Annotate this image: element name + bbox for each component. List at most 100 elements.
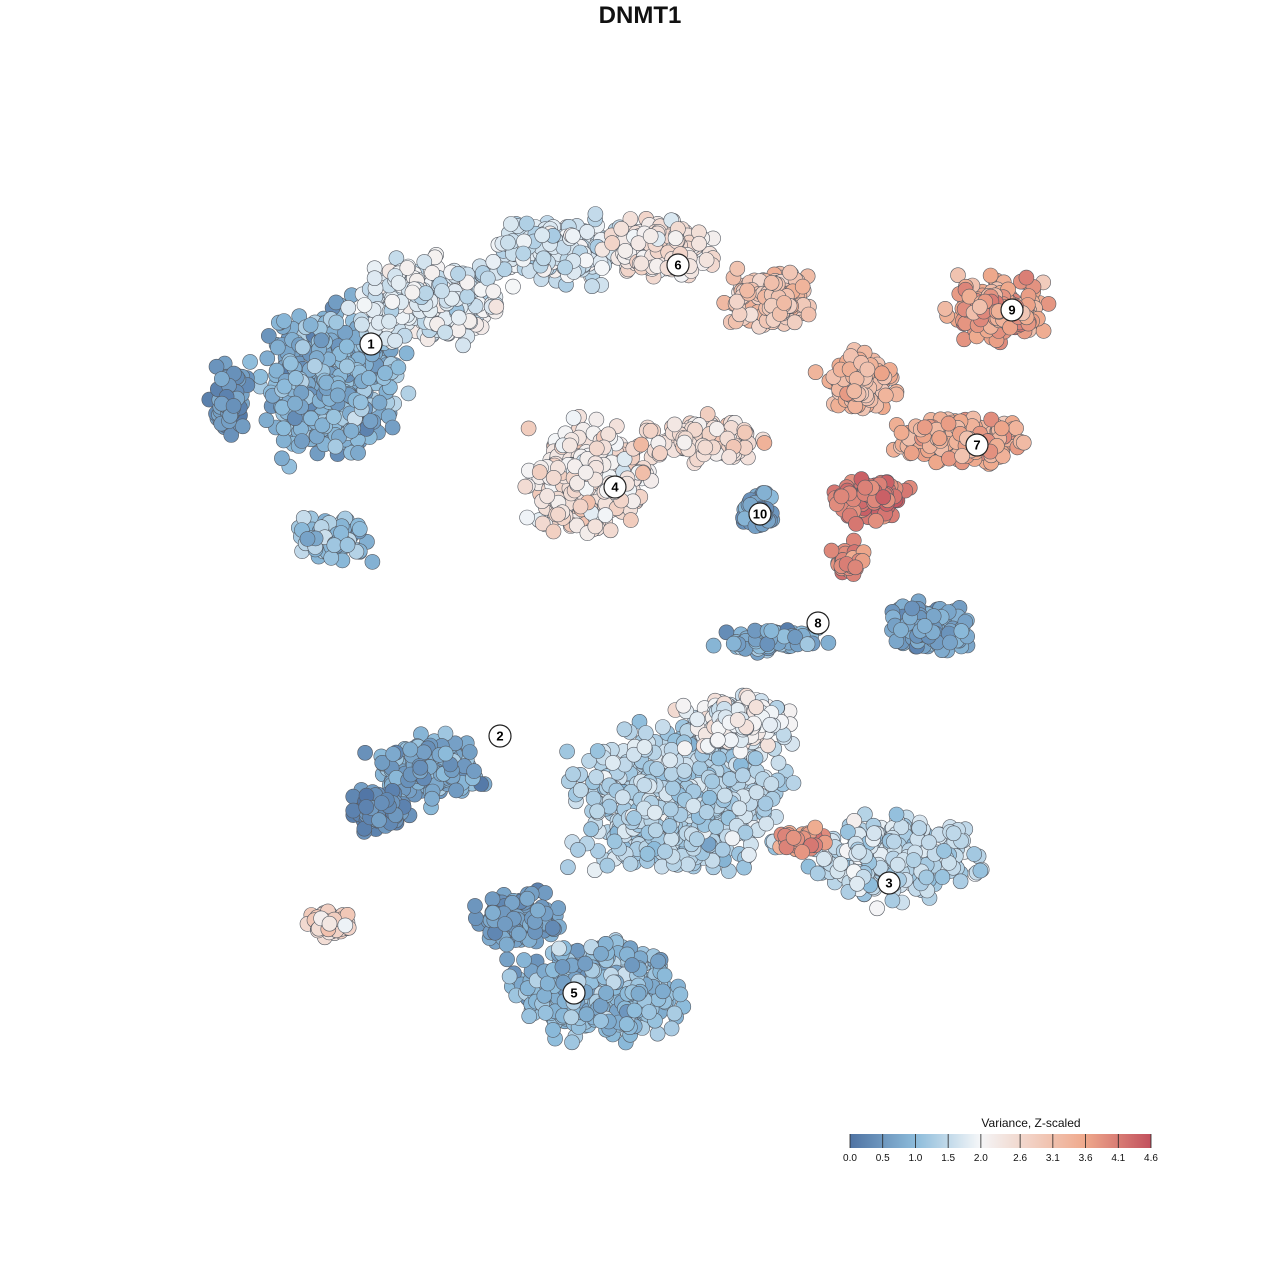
cell-point xyxy=(588,411,605,428)
cell-point xyxy=(398,345,415,362)
cell-point xyxy=(937,300,954,317)
cell-point xyxy=(358,799,375,815)
cell-point xyxy=(448,782,465,799)
cell-point xyxy=(340,299,357,316)
cell-point xyxy=(400,385,417,402)
cell-point xyxy=(282,355,299,372)
cell-point xyxy=(434,283,450,299)
cell-point xyxy=(350,445,366,461)
cell-point xyxy=(214,371,230,387)
cell-point xyxy=(642,422,659,439)
cell-point xyxy=(437,324,453,341)
cell-point xyxy=(893,622,909,638)
cell-point xyxy=(657,843,673,860)
cell-point xyxy=(600,426,617,443)
cell-point xyxy=(565,766,581,783)
cell-point xyxy=(1040,296,1057,312)
cell-point xyxy=(584,278,600,295)
cell-point xyxy=(739,282,756,299)
cell-point xyxy=(903,445,920,461)
cell-point xyxy=(412,759,429,776)
cell-point xyxy=(520,420,537,437)
cell-point xyxy=(679,856,696,873)
cell-point xyxy=(343,423,360,439)
cell-point xyxy=(721,449,738,465)
cell-point xyxy=(747,750,764,767)
cell-point xyxy=(587,518,604,535)
cell-point xyxy=(534,227,551,243)
cell-point xyxy=(622,856,639,872)
cell-point xyxy=(698,252,715,268)
cell-point xyxy=(338,338,355,355)
cell-point xyxy=(756,435,773,451)
cell-point xyxy=(517,478,534,495)
cell-point xyxy=(833,488,850,505)
cell-point xyxy=(848,516,864,532)
cell-point xyxy=(676,762,693,779)
cell-point xyxy=(503,216,519,232)
cell-point xyxy=(731,306,748,323)
cell-point xyxy=(260,328,277,344)
cell-point xyxy=(557,259,573,276)
cell-point xyxy=(387,332,403,349)
cell-point xyxy=(1018,269,1035,286)
cell-point xyxy=(535,250,552,267)
cell-point xyxy=(294,339,311,356)
cell-point xyxy=(287,370,304,386)
cell-point xyxy=(560,859,576,876)
cell-point xyxy=(287,395,303,412)
cell-point xyxy=(661,818,678,834)
cell-point xyxy=(417,285,434,302)
cell-point xyxy=(390,359,407,376)
cell-point xyxy=(868,512,884,529)
cell-point xyxy=(357,744,373,761)
cell-point xyxy=(362,413,379,429)
cell-point xyxy=(306,358,323,374)
cell-point xyxy=(385,746,402,762)
cell-point xyxy=(384,419,401,436)
cell-point xyxy=(807,364,824,381)
cell-point xyxy=(649,761,665,777)
cell-point xyxy=(404,284,421,301)
cell-point xyxy=(697,439,714,456)
cell-point xyxy=(654,719,671,735)
cell-point xyxy=(276,378,293,395)
cell-point xyxy=(384,293,401,310)
cell-point xyxy=(371,394,388,411)
cell-point xyxy=(327,438,344,455)
cell-point xyxy=(785,775,802,791)
cell-point xyxy=(299,531,316,547)
cell-point xyxy=(734,767,751,784)
cell-point xyxy=(485,253,502,270)
cell-point xyxy=(893,424,910,441)
cell-point xyxy=(459,288,476,305)
cell-point xyxy=(302,317,319,333)
cell-point xyxy=(594,260,610,276)
cell-point xyxy=(225,398,242,414)
cell-point xyxy=(763,623,780,639)
cell-point xyxy=(242,354,258,370)
cell-point xyxy=(708,819,724,835)
cell-point xyxy=(721,771,738,787)
cell-point xyxy=(846,383,863,400)
cell-point xyxy=(294,433,310,449)
cell-point xyxy=(589,743,606,759)
cell-point xyxy=(276,313,292,329)
cell-point xyxy=(450,309,467,326)
cell-point xyxy=(736,424,753,441)
cell-point xyxy=(1008,420,1024,437)
cell-point xyxy=(763,776,780,792)
cell-point xyxy=(652,445,668,462)
cell-point xyxy=(604,755,621,771)
cell-point xyxy=(259,350,276,367)
cell-point xyxy=(579,224,596,240)
cell-point xyxy=(390,275,407,291)
cell-point xyxy=(664,780,681,796)
cell-point xyxy=(366,270,383,287)
cell-point xyxy=(234,418,251,435)
cell-point xyxy=(729,260,746,277)
cell-point xyxy=(647,822,664,839)
cell-point xyxy=(636,777,653,793)
cell-point xyxy=(274,450,290,467)
cell-point xyxy=(587,206,604,222)
